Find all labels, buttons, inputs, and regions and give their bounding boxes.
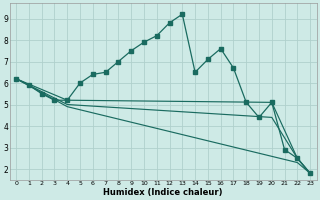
X-axis label: Humidex (Indice chaleur): Humidex (Indice chaleur): [103, 188, 223, 197]
